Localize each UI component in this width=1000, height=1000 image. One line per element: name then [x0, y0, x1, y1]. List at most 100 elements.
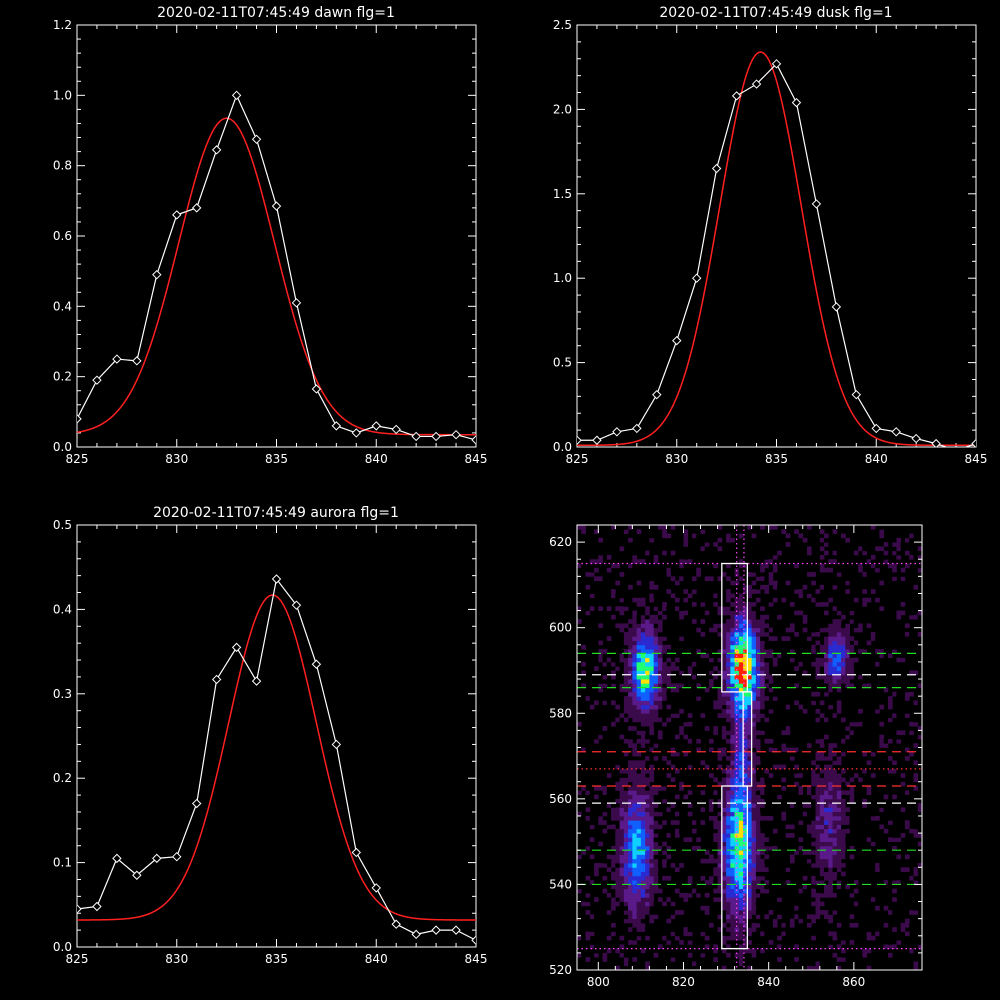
heatmap-cell — [717, 525, 723, 530]
heatmap-cell — [721, 803, 727, 808]
heatmap-cell — [615, 764, 620, 770]
heatmap-cell — [836, 824, 842, 830]
heatmap-cell — [721, 811, 727, 817]
heatmap-cell — [662, 863, 667, 868]
heatmap-cell — [649, 807, 655, 813]
heatmap-cell — [862, 768, 868, 774]
heatmap-cell — [781, 597, 787, 603]
window-box — [721, 785, 749, 950]
heatmap-cell — [649, 691, 655, 697]
heatmap-cell — [747, 747, 753, 753]
heatmap-cell — [828, 828, 833, 834]
heatmap-cell — [645, 880, 650, 885]
heatmap-cell — [713, 948, 718, 954]
heatmap-cell — [807, 884, 812, 890]
heatmap-cell — [824, 747, 829, 753]
heatmap-cell — [841, 751, 846, 757]
heatmap-cell — [819, 602, 825, 607]
heatmap-cell — [683, 738, 689, 744]
dusk-xtick-label: 845 — [965, 452, 988, 466]
heatmap-cell — [802, 700, 808, 706]
heatmap-cell — [824, 533, 829, 539]
heatmap-cell — [577, 542, 582, 547]
heatmap-cell — [832, 773, 838, 778]
heatmap-cell — [628, 905, 633, 911]
heatmap-cell — [828, 850, 833, 855]
heatmap-cell — [900, 927, 906, 932]
spectrogram-ytick-label: 600 — [549, 621, 572, 635]
heatmap-cell — [674, 867, 680, 872]
heatmap-cell — [721, 623, 727, 629]
aurora-data-point — [291, 600, 302, 610]
heatmap-cell — [798, 905, 804, 911]
heatmap-cell — [900, 619, 906, 624]
heatmap-cell — [653, 841, 659, 847]
heatmap-cell — [615, 867, 620, 872]
heatmap-cell — [721, 905, 727, 911]
heatmap-cell — [721, 751, 727, 757]
heatmap-cell — [687, 713, 693, 718]
heatmap-cell — [747, 824, 753, 830]
heatmap-cell — [900, 653, 906, 659]
heatmap-cell — [717, 657, 723, 663]
heatmap-cell — [811, 726, 816, 731]
heatmap-cell — [713, 914, 718, 920]
heatmap-cell — [849, 619, 855, 624]
heatmap-cell — [875, 563, 880, 569]
heatmap-cell — [687, 559, 693, 564]
heatmap-cell — [917, 828, 923, 834]
heatmap-cell — [900, 875, 906, 881]
heatmap-cell — [709, 747, 714, 753]
heatmap-cell — [623, 905, 629, 911]
heatmap-cell — [836, 567, 842, 573]
heatmap-cell — [632, 653, 638, 659]
heatmap-cell — [666, 606, 672, 611]
heatmap-cell — [887, 610, 893, 616]
heatmap-cell — [743, 751, 748, 757]
heatmap-cell — [632, 751, 638, 757]
heatmap-cell — [836, 815, 842, 821]
heatmap-cell — [828, 687, 833, 693]
heatmap-cell — [811, 644, 816, 650]
heatmap-cell — [747, 927, 753, 932]
heatmap-cell — [645, 901, 650, 907]
heatmap-cell — [730, 679, 735, 684]
heatmap-cell — [679, 726, 684, 731]
heatmap-cell — [730, 738, 735, 744]
heatmap-cell — [721, 606, 727, 611]
heatmap-cell — [900, 567, 906, 573]
heatmap-cell — [743, 666, 748, 671]
heatmap-cell — [717, 828, 723, 834]
heatmap-cell — [743, 897, 748, 902]
heatmap-cell — [743, 619, 748, 624]
heatmap-cell — [734, 619, 740, 624]
heatmap-cell — [892, 773, 897, 778]
heatmap-cell — [883, 653, 889, 659]
heatmap-cell — [657, 700, 663, 706]
heatmap-cell — [704, 537, 710, 543]
heatmap-cell — [743, 854, 748, 860]
heatmap-cell — [789, 858, 795, 864]
heatmap-cell — [577, 525, 582, 530]
heatmap-cell — [845, 730, 850, 736]
heatmap-cell — [611, 897, 616, 902]
heatmap-cell — [602, 820, 608, 825]
heatmap-cell — [679, 666, 684, 671]
heatmap-cell — [824, 807, 829, 813]
heatmap-cell — [870, 837, 876, 843]
heatmap-cell — [764, 683, 770, 688]
heatmap-cell — [640, 918, 646, 924]
heatmap-cell — [585, 572, 591, 577]
heatmap-cell — [645, 670, 650, 676]
heatmap-cell — [807, 623, 812, 629]
heatmap-cell — [870, 525, 876, 530]
heatmap-cell — [653, 567, 659, 573]
heatmap-cell — [653, 837, 659, 843]
heatmap-cell — [602, 670, 608, 676]
heatmap-cell — [819, 858, 825, 864]
dusk-fit-line — [577, 51, 976, 447]
heatmap-cell — [657, 965, 663, 971]
heatmap-cell — [866, 927, 872, 932]
heatmap-cell — [789, 602, 795, 607]
heatmap-cell — [670, 892, 676, 898]
